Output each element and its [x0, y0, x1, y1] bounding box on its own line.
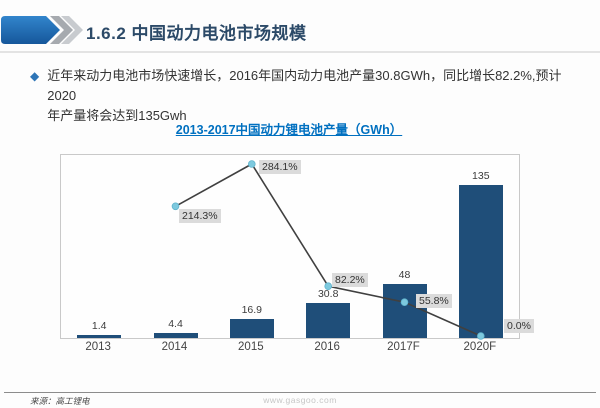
website-watermark: www.gasgoo.com [263, 395, 337, 405]
growth-percent-label: 0.0% [504, 319, 534, 333]
x-axis-label: 2014 [161, 341, 188, 353]
header-divider [0, 51, 600, 53]
x-axis-label: 2020F [463, 341, 497, 353]
bar-2013 [77, 335, 122, 338]
bar-2017F [382, 283, 427, 338]
line-marker [171, 202, 180, 211]
bar-2020F [458, 185, 503, 338]
key-point-text: 近年来动力电池市场快速增长，2016年国内动力电池产量30.8GWh，同比增长8… [47, 68, 562, 123]
growth-percent-label: 82.2% [332, 273, 368, 287]
line-marker [324, 282, 333, 290]
growth-line-chart [171, 160, 485, 340]
header-banner-icon [1, 16, 83, 44]
line-marker [400, 298, 409, 307]
footer-divider [4, 392, 596, 393]
bar-2015 [229, 318, 274, 338]
bars-layer: 1.4 4.4 16.9 30.8 48 135 [61, 155, 519, 338]
page-title: 1.6.2 中国动力电池市场规模 [86, 24, 307, 43]
bar-value-label: 4.4 [168, 318, 183, 330]
chevron-icon-1 [50, 16, 73, 44]
growth-percent-label: 55.8% [416, 294, 452, 308]
key-point: ◆ 近年来动力电池市场快速增长，2016年国内动力电池产量30.8GWh，同比增… [30, 66, 582, 126]
chart-title: 2013-2017中国动力锂电池产量（GWh） [175, 123, 403, 137]
bar-value-label: 16.9 [241, 303, 263, 316]
bar-2016 [306, 303, 351, 338]
diamond-bullet-icon: ◆ [30, 69, 40, 83]
bar-value-label: 30.8 [317, 288, 339, 301]
banner-arrow-shape [1, 16, 60, 44]
growth-percent-label: 214.3% [179, 209, 221, 223]
growth-percent-label: 284.1% [259, 160, 301, 174]
bar-value-label: 48 [398, 268, 411, 281]
x-axis-label: 2016 [314, 341, 340, 353]
line-marker [476, 332, 485, 340]
bar-value-label: 135 [472, 170, 490, 182]
bar-value-label: 1.4 [91, 320, 107, 332]
x-axis-label: 2013 [85, 341, 111, 353]
bar-2014 [153, 333, 198, 338]
chevron-icon-2 [61, 16, 83, 44]
x-axis-label: 2015 [238, 341, 264, 353]
percent-labels-layer: 214.3% 284.1% 82.2% 55.8% 0.0% [61, 155, 534, 338]
line-marker [248, 160, 256, 168]
x-axis-label: 2017F [387, 341, 420, 353]
source-credit: 来源：高工锂电 [30, 396, 90, 406]
chart-plot-area: 1.4 4.4 16.9 30.8 48 135 214.3% 284.1% 82.2% 55.… [60, 154, 534, 340]
